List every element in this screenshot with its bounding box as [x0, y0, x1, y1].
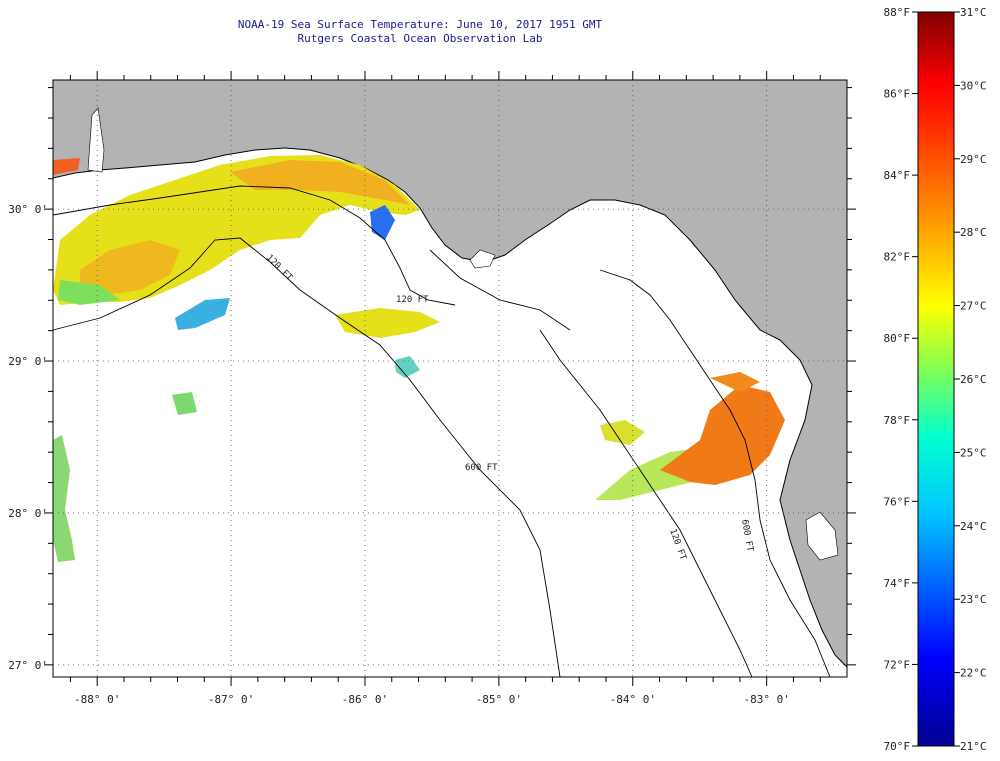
cb-f-label-2: 84°F: [884, 169, 911, 182]
isobath-600-east: [599, 269, 831, 678]
mobile-bay: [87, 107, 105, 173]
lat-tick-label-0: 30° 0': [8, 203, 48, 216]
sst-patch-sw-green: [53, 435, 75, 562]
cb-f-label-3: 82°F: [884, 251, 911, 264]
cb-f-label-9: 70°F: [884, 740, 911, 753]
cb-c-label-7: 24°C: [960, 520, 987, 533]
colorbar: [917, 11, 955, 747]
sst-patch-east-orange2: [710, 372, 760, 392]
cb-f-label-7: 74°F: [884, 577, 911, 590]
sst-patch-blue-1: [370, 205, 395, 240]
tampa-bay: [805, 511, 839, 561]
cb-c-label-6: 25°C: [960, 446, 987, 459]
cb-f-label-1: 86°F: [884, 88, 911, 101]
cb-c-label-2: 29°C: [960, 153, 987, 166]
sst-patch-small-green: [172, 392, 197, 415]
lat-tick-label-1: 29° 0': [8, 355, 48, 368]
sst-patch-cyan-dot: [395, 356, 420, 378]
cb-c-label-10: 21°C: [960, 740, 987, 753]
map-frame: [52, 79, 848, 678]
lon-tick-label-5: -83° 0': [743, 693, 789, 706]
isobath-label-2: 600 FT: [465, 463, 498, 473]
cb-c-label-5: 26°C: [960, 373, 987, 386]
cb-f-label-5: 78°F: [884, 414, 911, 427]
sst-patch-mid: [335, 308, 440, 338]
cb-c-label-9: 22°C: [960, 667, 987, 680]
cb-f-label-6: 76°F: [884, 495, 911, 508]
cb-f-label-8: 72°F: [884, 658, 911, 671]
lat-tick-label-3: 27° 0': [8, 659, 48, 672]
lon-tick-label-2: -86° 0': [342, 693, 388, 706]
frame-ticks: [44, 71, 856, 686]
cb-c-label-0: 31°C: [960, 6, 987, 19]
lon-tick-label-3: -85° 0': [476, 693, 522, 706]
cb-f-label-4: 80°F: [884, 332, 911, 345]
isobath-label-1: 120 FT: [396, 295, 429, 305]
isobath-120-east: [539, 329, 753, 678]
sst-patch-green-1: [58, 280, 120, 305]
isobath-120-west: [52, 185, 456, 306]
map-title: NOAA-19 Sea Surface Temperature: June 10…: [237, 18, 603, 31]
colorbar-labels: 88°F 86°F 84°F 82°F 80°F 78°F 76°F 74°F 72°F 70°F…: [884, 6, 987, 753]
isobath-coastal: [429, 249, 571, 331]
cb-c-label-4: 27°C: [960, 300, 987, 313]
cb-f-label-0: 88°F: [884, 6, 911, 19]
sst-patch-mid-blue: [175, 298, 230, 330]
sst-patch-nw-warm2: [230, 160, 410, 205]
sst-patch-east-orange: [660, 385, 785, 485]
lon-tick-label-1: -87° 0': [208, 693, 254, 706]
sst-patch-nw-warm: [80, 240, 180, 295]
bay-inlet: [469, 249, 496, 269]
isobaths: [52, 185, 831, 678]
lat-tick-label-2: 28° 0': [8, 507, 48, 520]
land-mass: [53, 80, 847, 668]
map-subtitle: Rutgers Coastal Ocean Observation Lab: [297, 32, 543, 45]
cb-c-label-1: 30°C: [960, 79, 987, 92]
cb-c-label-3: 28°C: [960, 226, 987, 239]
sst-patch-coast-red: [53, 158, 80, 175]
axis-labels: -88° 0' -87° 0' -86° 0' -85° 0' -84° 0' -83° …: [8, 203, 790, 706]
lon-tick-label-0: -88° 0': [74, 693, 120, 706]
isobath-600-west: [52, 237, 561, 678]
cb-c-label-8: 23°C: [960, 593, 987, 606]
lon-tick-label-4: -84° 0': [610, 693, 656, 706]
